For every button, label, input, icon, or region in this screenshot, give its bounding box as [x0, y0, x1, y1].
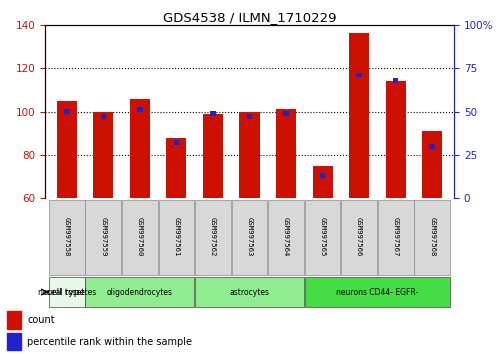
Bar [386, 81, 406, 198]
Text: neurons CD44- EGFR-: neurons CD44- EGFR- [336, 287, 419, 297]
FancyBboxPatch shape [378, 200, 414, 275]
Bar [276, 109, 296, 198]
FancyBboxPatch shape [49, 200, 85, 275]
Text: GSM997565: GSM997565 [319, 217, 325, 257]
Text: percentile rank within the sample: percentile rank within the sample [27, 337, 193, 347]
Bar [240, 112, 259, 198]
FancyBboxPatch shape [305, 200, 340, 275]
Bar [130, 98, 150, 198]
FancyBboxPatch shape [414, 200, 450, 275]
Bar [203, 114, 223, 198]
Text: GSM997564: GSM997564 [283, 217, 289, 257]
Bar [393, 78, 398, 83]
Bar [283, 111, 289, 116]
Bar [174, 140, 179, 145]
Bar [247, 114, 252, 119]
Text: GSM997567: GSM997567 [393, 217, 399, 257]
Bar [349, 33, 369, 198]
FancyBboxPatch shape [159, 200, 194, 275]
Text: GSM997558: GSM997558 [64, 217, 70, 257]
Text: GSM997559: GSM997559 [100, 217, 106, 257]
Text: astrocytes: astrocytes [230, 287, 269, 297]
Text: GSM997563: GSM997563 [247, 217, 252, 257]
Bar [312, 166, 333, 198]
FancyBboxPatch shape [341, 200, 377, 275]
Bar [356, 73, 362, 78]
Bar [64, 109, 70, 114]
Text: oligodendrocytes: oligodendrocytes [107, 287, 173, 297]
Text: GSM997568: GSM997568 [429, 217, 435, 257]
Bar [7, 311, 21, 329]
FancyBboxPatch shape [85, 200, 121, 275]
Bar [7, 333, 21, 350]
FancyBboxPatch shape [305, 277, 450, 307]
Text: count: count [27, 315, 55, 325]
FancyBboxPatch shape [195, 200, 231, 275]
FancyBboxPatch shape [195, 277, 304, 307]
FancyBboxPatch shape [268, 200, 304, 275]
FancyBboxPatch shape [232, 200, 267, 275]
Text: GSM997562: GSM997562 [210, 217, 216, 257]
Text: GSM997566: GSM997566 [356, 217, 362, 257]
Title: GDS4538 / ILMN_1710229: GDS4538 / ILMN_1710229 [163, 11, 336, 24]
Bar [93, 112, 113, 198]
Bar [429, 144, 435, 149]
FancyBboxPatch shape [49, 277, 85, 307]
Text: neural rosettes: neural rosettes [38, 287, 96, 297]
Text: cell type: cell type [46, 287, 85, 297]
Text: GSM997561: GSM997561 [174, 217, 180, 257]
FancyBboxPatch shape [85, 277, 194, 307]
Bar [101, 114, 106, 119]
Bar [320, 173, 325, 178]
Bar [210, 111, 216, 116]
Text: GSM997560: GSM997560 [137, 217, 143, 257]
Bar [422, 131, 442, 198]
Bar [137, 107, 143, 112]
Bar [166, 137, 187, 198]
Bar [57, 101, 77, 198]
FancyBboxPatch shape [122, 200, 158, 275]
